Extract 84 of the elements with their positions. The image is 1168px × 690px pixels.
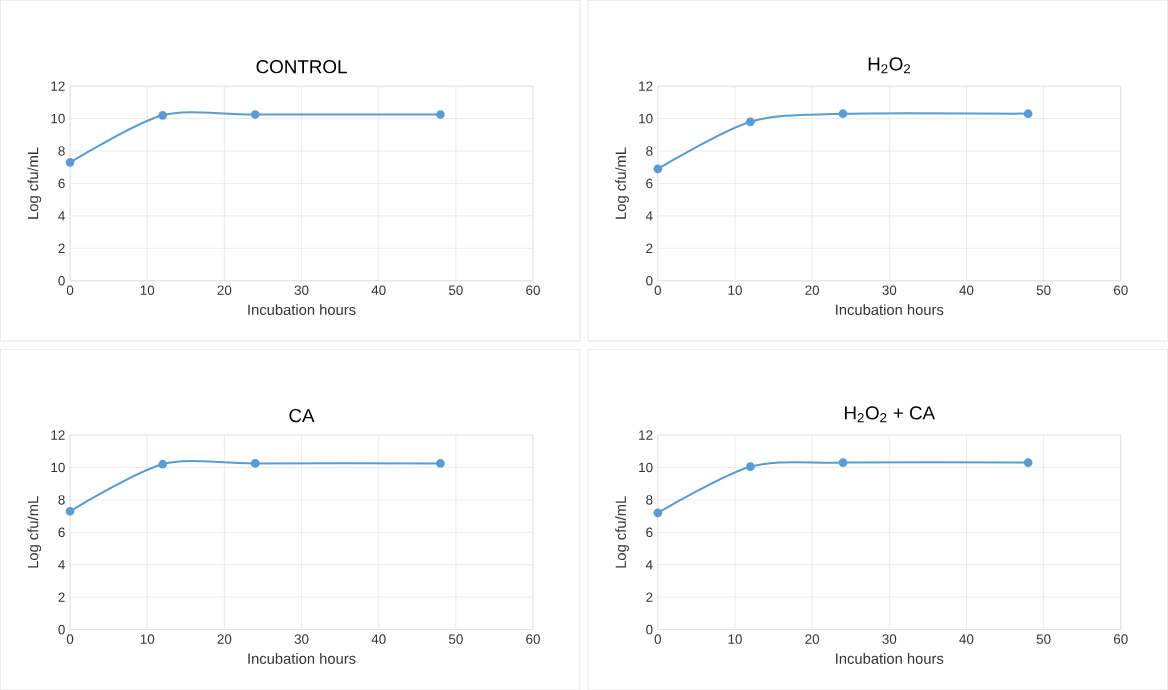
point — [653, 508, 663, 518]
y-tick-label: 2 — [646, 592, 653, 602]
x-axis-title: Incubation hours — [248, 304, 356, 315]
point — [1023, 109, 1033, 118]
y-tick-label: 2 — [646, 243, 653, 253]
point — [746, 117, 755, 127]
x-axis-title: Incubation hours — [836, 652, 944, 664]
y-tick-label: 12 — [51, 81, 65, 91]
y-axis-title: Log cfu/mL — [615, 147, 629, 219]
y-tick-label: 2 — [58, 243, 65, 253]
point — [838, 109, 848, 118]
y-tick-label: 6 — [58, 178, 65, 189]
x-axis-title: Incubation hours — [836, 304, 944, 315]
x-tick-label: 60 — [1113, 634, 1128, 644]
y-tick-label: 0 — [646, 624, 653, 635]
x-tick-label: 10 — [140, 285, 155, 295]
x-tick-label: 50 — [1036, 285, 1051, 295]
x-axis-title: Incubation hours — [248, 652, 356, 664]
point — [158, 110, 168, 120]
x-tick-label: 0 — [654, 634, 662, 644]
chart-title: CA — [289, 408, 315, 423]
x-tick-label: 10 — [728, 285, 742, 295]
y-tick-label: 8 — [58, 495, 65, 505]
y-tick-label: 8 — [646, 146, 653, 156]
x-tick-label: 30 — [882, 285, 897, 295]
y-tick-label: 12 — [639, 81, 653, 91]
x-tick-label: 50 — [1036, 634, 1051, 644]
x-tick-label: 30 — [294, 634, 309, 644]
point — [65, 157, 75, 167]
point — [653, 164, 663, 174]
y-tick-label: 4 — [58, 560, 65, 570]
y-tick-label: 12 — [639, 430, 653, 440]
y-tick-label: 4 — [645, 560, 653, 570]
y-axis-title: Log cfu/mL — [615, 496, 629, 568]
y-tick-label: 10 — [639, 462, 653, 473]
point — [250, 110, 260, 119]
point — [65, 506, 75, 516]
x-tick-label: 0 — [654, 285, 662, 295]
x-tick-label: 0 — [66, 634, 74, 644]
x-tick-label: 40 — [371, 285, 386, 295]
y-tick-label: 0 — [58, 624, 65, 635]
y-tick-label: 10 — [51, 113, 65, 124]
x-tick-label: 30 — [294, 285, 309, 295]
y-tick-label: 10 — [51, 462, 65, 473]
x-tick-label: 20 — [217, 285, 232, 295]
y-tick-label: 10 — [639, 113, 653, 124]
chart-title: H$_{2}$O$_{2}$ + CA — [844, 406, 936, 423]
x-tick-label: 30 — [882, 634, 897, 644]
y-tick-label: 6 — [58, 527, 65, 537]
x-tick-label: 20 — [805, 285, 820, 295]
y-axis-title: Log cfu/mL — [27, 496, 42, 568]
x-tick-label: 60 — [526, 634, 540, 644]
y-tick-label: 8 — [58, 146, 65, 156]
y-tick-label: 4 — [58, 211, 65, 221]
point — [158, 459, 168, 469]
chart-title: H$_{2}$O$_{2}$ — [868, 57, 911, 74]
chart-title: CONTROL — [256, 59, 347, 74]
x-tick-label: 0 — [66, 285, 74, 295]
x-tick-label: 60 — [526, 285, 540, 295]
y-tick-label: 6 — [646, 527, 653, 537]
y-tick-label: 2 — [58, 592, 65, 602]
point — [250, 458, 260, 468]
x-tick-label: 40 — [371, 634, 386, 644]
x-tick-label: 20 — [805, 634, 820, 644]
y-tick-label: 8 — [646, 495, 653, 505]
x-tick-label: 50 — [448, 634, 463, 644]
point — [1023, 458, 1033, 467]
point — [746, 462, 755, 471]
x-tick-label: 50 — [448, 285, 463, 295]
x-tick-label: 60 — [1113, 285, 1128, 295]
x-tick-label: 20 — [217, 634, 232, 644]
x-tick-label: 40 — [959, 634, 974, 644]
point — [838, 458, 848, 467]
point — [436, 458, 445, 468]
y-tick-label: 12 — [51, 430, 65, 440]
point — [436, 110, 445, 119]
y-tick-label: 0 — [58, 275, 65, 286]
y-tick-label: 4 — [645, 211, 653, 221]
x-tick-label: 10 — [140, 634, 155, 644]
x-tick-label: 10 — [728, 634, 742, 644]
y-tick-label: 0 — [646, 275, 653, 286]
y-tick-label: 6 — [646, 178, 653, 189]
y-axis-title: Log cfu/mL — [27, 147, 42, 219]
x-tick-label: 40 — [959, 285, 974, 295]
